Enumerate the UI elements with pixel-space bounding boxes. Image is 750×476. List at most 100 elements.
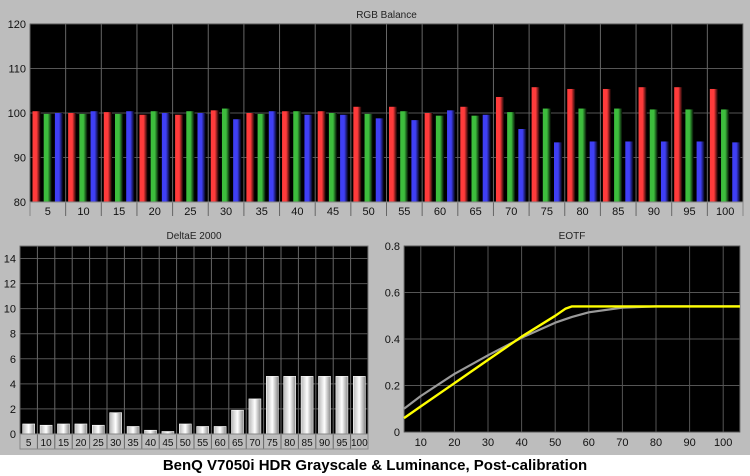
x-tick-label: 100 <box>351 438 368 449</box>
bar-green <box>721 109 730 202</box>
deltae-bar <box>22 423 36 435</box>
bar-red <box>567 88 576 202</box>
deltae-bar <box>300 376 314 435</box>
x-tick-label: 90 <box>319 438 331 449</box>
bar-red <box>317 111 326 202</box>
x-tick-label: 20 <box>448 437 460 449</box>
x-tick-label: 95 <box>683 206 695 216</box>
x-tick-label: 35 <box>256 206 268 216</box>
bar-red <box>709 88 719 202</box>
x-tick-label: 10 <box>41 438 53 449</box>
x-tick-label: 55 <box>398 206 410 216</box>
deltae-bar <box>39 424 53 435</box>
bar-green <box>578 108 587 202</box>
bar-blue <box>197 113 206 202</box>
y-tick-label: 0 <box>10 429 16 441</box>
x-tick-label: 20 <box>149 206 161 216</box>
x-tick-label: 40 <box>145 438 157 449</box>
bar-blue <box>304 114 313 202</box>
x-tick-label: 85 <box>302 438 314 449</box>
x-tick-label: 5 <box>45 206 51 216</box>
bar-green <box>43 113 52 202</box>
x-tick-label: 90 <box>683 437 695 449</box>
bar-red <box>139 114 148 202</box>
chart-title: RGB Balance <box>356 10 417 21</box>
x-tick-label: 40 <box>515 437 527 449</box>
y-tick-label: 2 <box>10 404 16 416</box>
y-tick-label: 0.4 <box>385 334 400 346</box>
x-tick-label: 15 <box>113 206 125 216</box>
bar-green <box>400 111 409 202</box>
bar-green <box>507 112 516 202</box>
bar-blue <box>625 141 634 202</box>
bar-red <box>175 114 184 202</box>
x-tick-label: 70 <box>249 438 261 449</box>
eotf-chart: EOTF 0 0.2 0.4 0.6 0.8 10 20 30 40 50 60 70 80 90 100 <box>385 231 741 449</box>
x-tick-label: 20 <box>75 438 87 449</box>
x-tick-label: 10 <box>415 437 427 449</box>
bar-green <box>150 111 159 202</box>
bar-red <box>68 113 77 202</box>
bar-green <box>257 113 266 202</box>
bar-red <box>32 111 41 202</box>
y-tick-label: 0.8 <box>385 241 400 253</box>
bar-blue <box>268 111 277 202</box>
y-tick-label: 6 <box>10 354 16 366</box>
x-tick-label: 100 <box>716 206 734 216</box>
bar-green <box>115 113 124 202</box>
deltae-bar <box>126 426 140 435</box>
y-tick-label: 12 <box>4 279 16 291</box>
deltae-bar <box>318 376 331 435</box>
x-tick-label: 80 <box>576 206 588 216</box>
x-tick-label: 65 <box>232 438 244 449</box>
bar-blue <box>447 110 456 202</box>
x-tick-label: 15 <box>58 438 70 449</box>
y-tick-label: 90 <box>14 153 26 165</box>
deltae-bar <box>92 424 105 435</box>
deltae-bar <box>213 426 227 435</box>
deltae-bar <box>57 423 70 435</box>
y-tick-label: 0 <box>394 427 400 439</box>
deltae-chart: DeltaE 2000 0 2 4 6 8 10 12 14 5 10 15 20 25 30 35 40 45 5… <box>4 231 369 450</box>
deltae-bar <box>248 398 262 435</box>
eotf-panel: EOTF 0 0.2 0.4 0.6 0.8 10 20 30 40 50 60 70 80 90 100 <box>382 222 750 455</box>
y-tick-label: 100 <box>8 108 26 120</box>
bar-red <box>246 113 255 202</box>
chart-title: EOTF <box>559 231 586 242</box>
bar-red <box>531 87 540 202</box>
bar-blue <box>482 114 491 202</box>
bar-red <box>103 112 112 202</box>
x-tick-label: 35 <box>128 438 140 449</box>
deltae-bar <box>231 409 244 435</box>
x-tick-label: 65 <box>470 206 482 216</box>
bar-red <box>353 106 362 202</box>
deltae-panel: DeltaE 2000 0 2 4 6 8 10 12 14 5 10 15 20 25 30 35 40 45 5… <box>0 222 376 455</box>
bar-green <box>435 115 445 202</box>
deltae-bar <box>265 376 279 435</box>
y-tick-label: 4 <box>10 379 16 391</box>
x-tick-label: 80 <box>650 437 662 449</box>
bar-blue <box>90 111 99 202</box>
x-tick-label: 85 <box>612 206 624 216</box>
x-tick-label: 45 <box>162 438 174 449</box>
x-tick-label: 60 <box>215 438 227 449</box>
bar-blue <box>589 141 598 202</box>
bar-red <box>674 87 683 202</box>
x-tick-label: 50 <box>549 437 561 449</box>
rgb-balance-chart: RGB Balance 80 90 100 110 120 5 10 15 20 25 30 35 40 4… <box>8 10 744 219</box>
x-tick-label: 50 <box>363 206 375 216</box>
x-axis-band <box>19 433 369 450</box>
x-tick-label: 90 <box>648 206 660 216</box>
bar-red <box>424 113 433 202</box>
x-tick-label: 40 <box>291 206 303 216</box>
bar-blue <box>126 111 135 202</box>
x-tick-label: 5 <box>26 438 32 449</box>
bar-blue <box>233 119 242 202</box>
x-tick-label: 30 <box>482 437 494 449</box>
bar-red <box>602 88 612 202</box>
y-tick-label: 110 <box>8 64 26 76</box>
bar-blue <box>732 142 741 202</box>
bar-red <box>495 96 505 202</box>
bar-green <box>79 113 88 202</box>
bar-blue <box>518 129 527 202</box>
